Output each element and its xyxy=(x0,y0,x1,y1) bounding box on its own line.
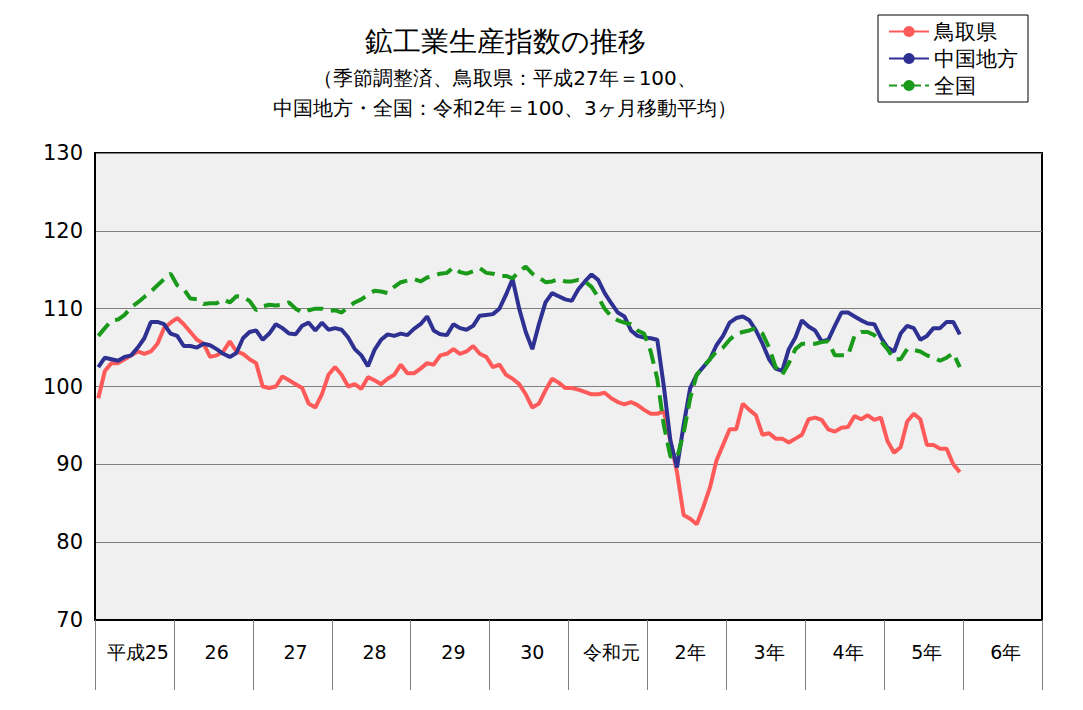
svg-text:平成25: 平成25 xyxy=(107,641,169,663)
svg-text:6年: 6年 xyxy=(990,641,1021,663)
svg-text:全国: 全国 xyxy=(934,74,976,98)
svg-text:3年: 3年 xyxy=(754,641,785,663)
svg-text:100: 100 xyxy=(43,375,83,399)
svg-text:鉱工業生産指数の推移: 鉱工業生産指数の推移 xyxy=(365,25,646,58)
svg-text:中国地方・全国：令和2年＝100、3ヶ月移動平均）: 中国地方・全国：令和2年＝100、3ヶ月移動平均） xyxy=(273,96,737,120)
svg-text:2年: 2年 xyxy=(675,641,706,663)
svg-text:90: 90 xyxy=(56,452,83,476)
svg-text:28: 28 xyxy=(362,641,386,663)
svg-text:令和元: 令和元 xyxy=(583,641,640,663)
svg-text:中国地方: 中国地方 xyxy=(934,47,1018,71)
svg-text:26: 26 xyxy=(205,641,229,663)
svg-text:27: 27 xyxy=(283,641,307,663)
svg-text:130: 130 xyxy=(43,141,83,165)
svg-text:4年: 4年 xyxy=(832,641,863,663)
svg-text:5年: 5年 xyxy=(911,641,942,663)
svg-text:29: 29 xyxy=(441,641,465,663)
svg-text:80: 80 xyxy=(56,530,83,554)
svg-text:110: 110 xyxy=(43,297,83,321)
svg-text:（季節調整済、鳥取県：平成27年＝100、: （季節調整済、鳥取県：平成27年＝100、 xyxy=(313,66,697,90)
svg-text:鳥取県: 鳥取県 xyxy=(933,20,997,44)
svg-text:30: 30 xyxy=(520,641,544,663)
svg-text:70: 70 xyxy=(56,608,83,632)
svg-text:120: 120 xyxy=(43,219,83,243)
